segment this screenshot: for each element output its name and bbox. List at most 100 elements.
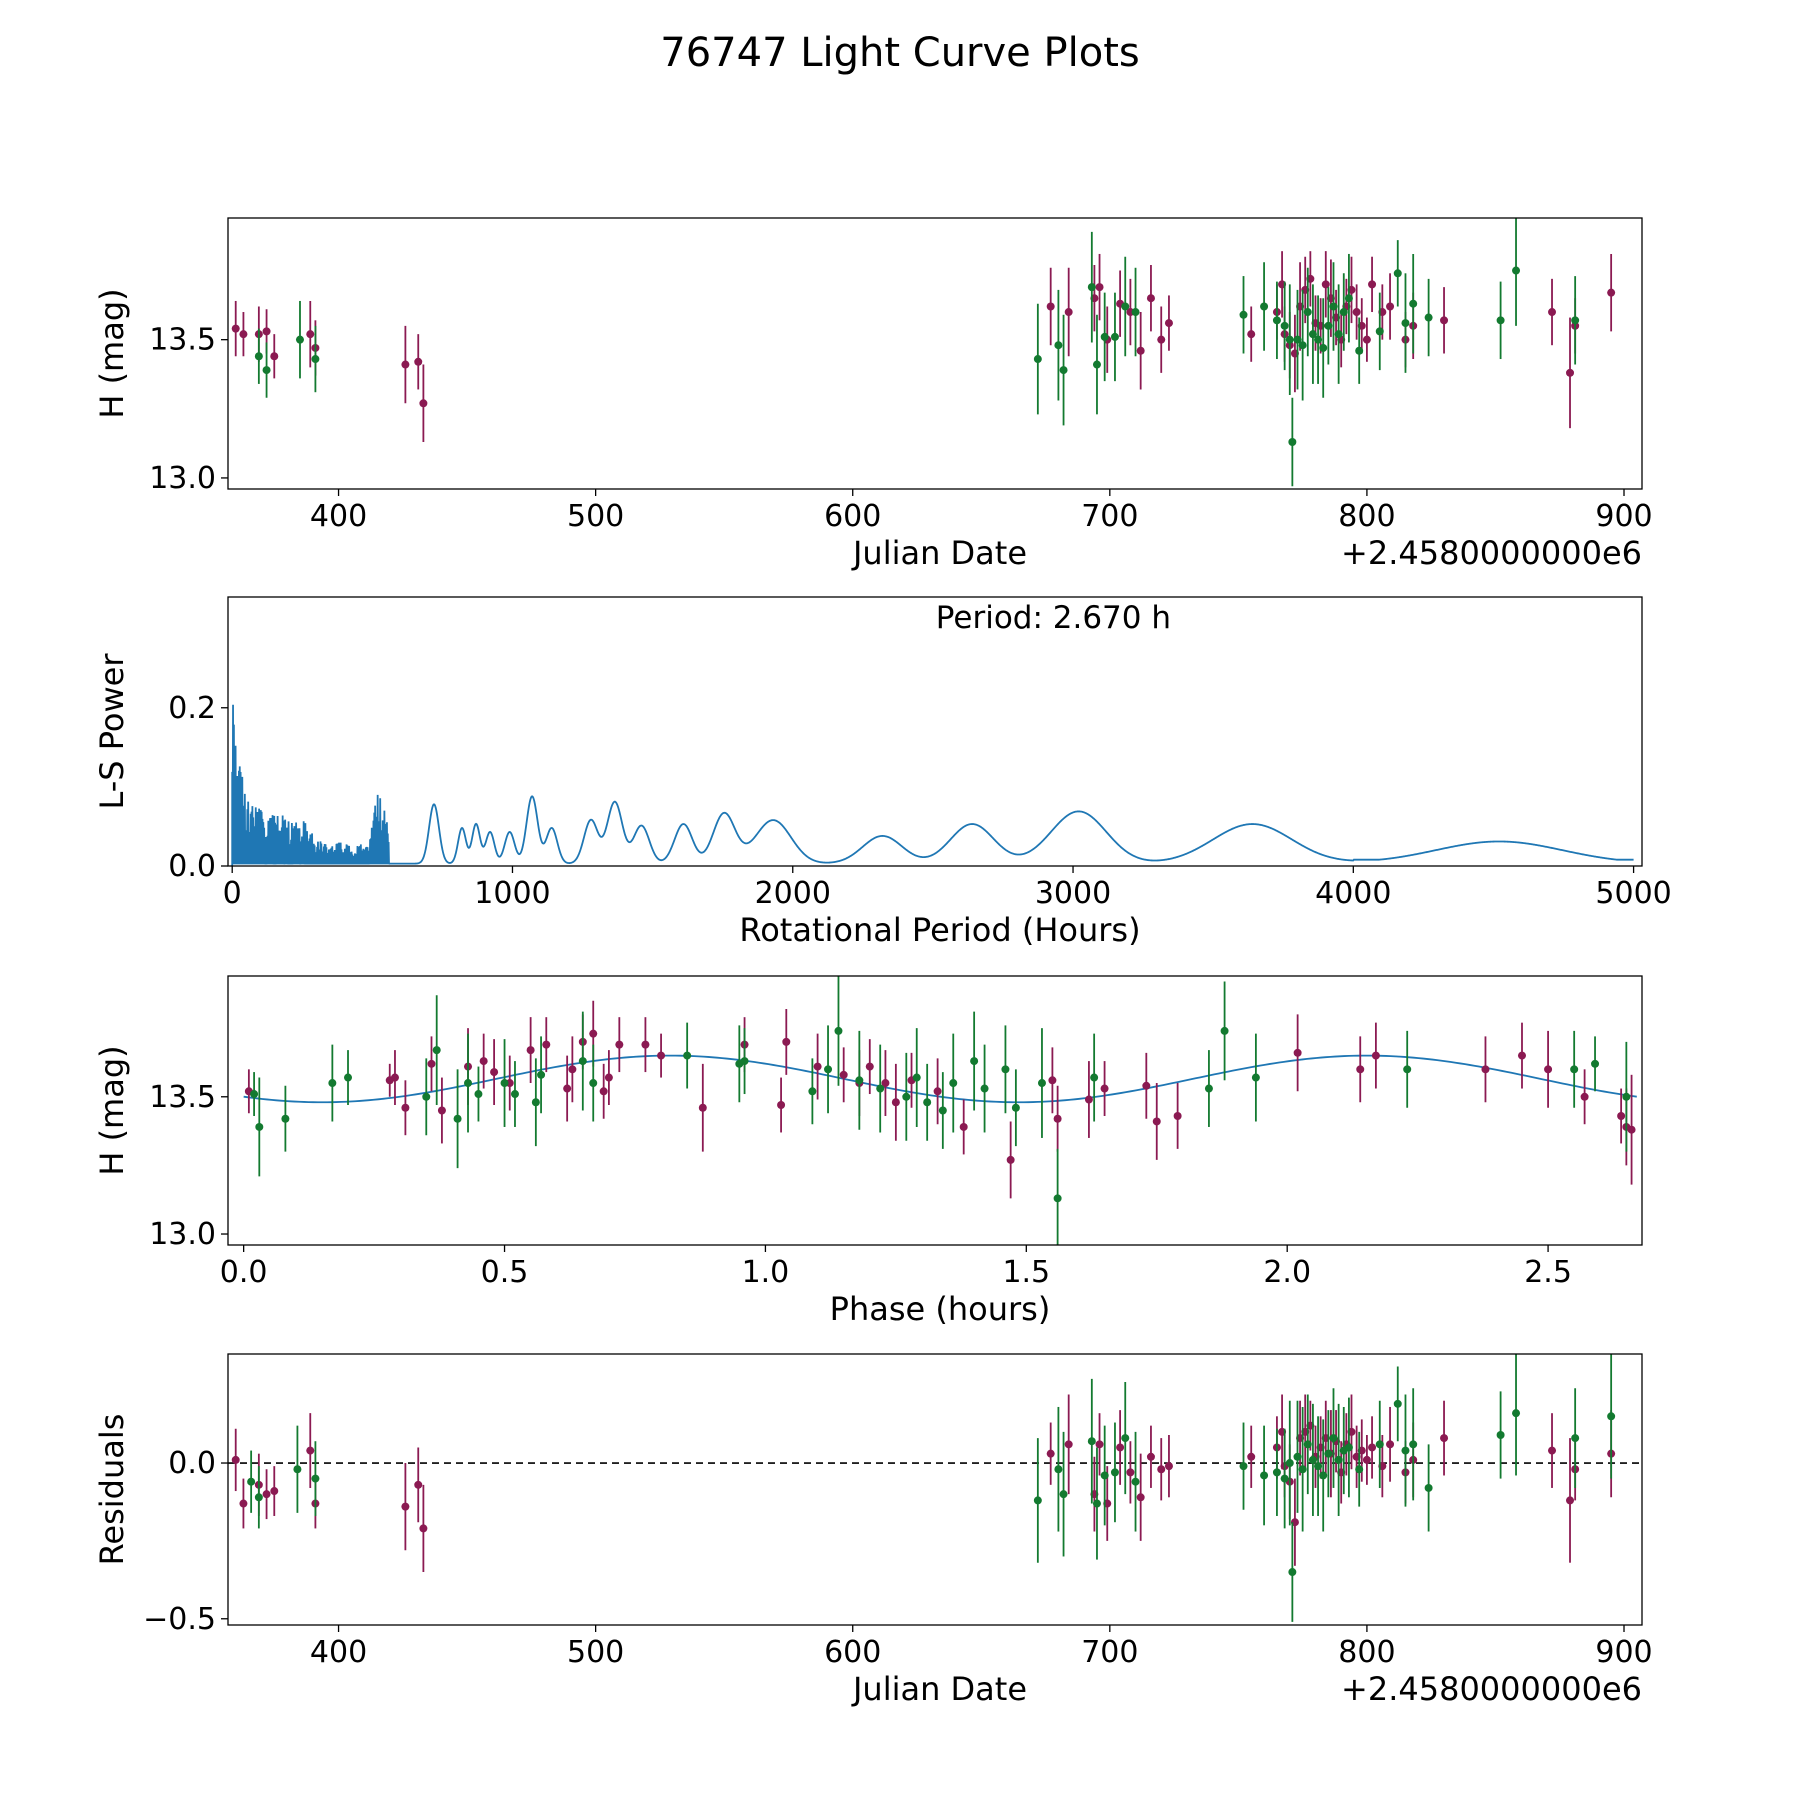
series-series_b — [254, 218, 1580, 487]
data-point — [1121, 302, 1130, 311]
data-point — [1054, 1465, 1063, 1474]
data-point — [1375, 327, 1384, 336]
data-point — [1303, 1440, 1312, 1449]
data-point — [1157, 335, 1166, 344]
data-point — [1362, 1455, 1371, 1464]
x-tick-label: 400 — [310, 499, 367, 534]
data-point — [1095, 1440, 1104, 1449]
data-point — [1334, 1455, 1343, 1464]
data-point — [1393, 1399, 1402, 1408]
data-point — [510, 1090, 519, 1099]
panel-lightcurve: 400 500 600 700 800 900 13.0 13.5 Julian Date H (… — [93, 217, 1653, 572]
data-point — [293, 1465, 302, 1474]
data-point — [1095, 283, 1104, 292]
data-point — [589, 1029, 598, 1038]
data-point — [422, 1092, 431, 1101]
data-point — [526, 1046, 535, 1055]
axes-frame — [227, 217, 1643, 490]
data-point — [1622, 1092, 1631, 1101]
x-tick-label: 2.0 — [1263, 1255, 1311, 1290]
data-point — [1220, 1026, 1229, 1035]
data-point — [1393, 269, 1402, 278]
data-point — [1401, 319, 1410, 328]
data-point — [1260, 302, 1269, 311]
data-point — [1239, 310, 1248, 319]
data-point — [1298, 341, 1307, 350]
data-point — [855, 1076, 864, 1085]
data-point — [414, 357, 423, 366]
data-point — [1131, 308, 1140, 317]
data-point — [306, 1446, 315, 1455]
x-tick-label: 3000 — [1035, 876, 1111, 911]
data-point — [247, 1477, 256, 1486]
periodogram-line — [231, 704, 1634, 866]
x-axis-label: Rotational Period (Hours) — [739, 911, 1140, 949]
data-point — [479, 1057, 488, 1066]
y-axis-label: L-S Power — [93, 653, 131, 810]
data-point — [1355, 346, 1364, 355]
x-tick-label: 800 — [1338, 499, 1395, 534]
data-point — [1053, 1114, 1062, 1123]
data-point — [1059, 1490, 1068, 1499]
data-point — [1424, 1483, 1433, 1492]
data-point — [1329, 1434, 1338, 1443]
data-point — [1409, 299, 1418, 308]
data-point — [414, 1480, 423, 1489]
data-point — [1090, 1073, 1099, 1082]
x-tick-label: 0 — [223, 876, 242, 911]
x-tick-label: 500 — [567, 1635, 624, 1670]
panels: 400 500 600 700 800 900 13.0 13.5 Julian Date H (… — [93, 217, 1672, 1708]
data-point — [1092, 1499, 1101, 1508]
x-tick-label: 0.5 — [481, 1255, 529, 1290]
data-point — [542, 1040, 551, 1049]
data-point — [1087, 1437, 1096, 1446]
data-point — [1403, 1065, 1412, 1074]
data-point — [568, 1065, 577, 1074]
data-point — [1401, 1446, 1410, 1455]
data-point — [615, 1040, 624, 1049]
data-point — [1064, 308, 1073, 317]
y-tick-label: 0.0 — [168, 849, 216, 884]
data-point — [1368, 280, 1377, 289]
data-point — [1092, 360, 1101, 369]
data-point — [1293, 1452, 1302, 1461]
data-point — [254, 1493, 263, 1502]
data-point — [1100, 332, 1109, 341]
data-point — [306, 330, 315, 339]
data-point — [1054, 341, 1063, 350]
x-offset-label: +2.4580000000e6 — [1341, 534, 1642, 572]
data-point — [1580, 1092, 1589, 1101]
data-point — [255, 1122, 264, 1131]
data-point — [432, 1046, 441, 1055]
data-point — [1344, 1443, 1353, 1452]
data-point — [427, 1059, 436, 1068]
data-point — [891, 1098, 900, 1107]
data-point — [401, 360, 410, 369]
series-series_a — [244, 1000, 1636, 1199]
x-tick-label: 600 — [824, 499, 881, 534]
y-tick-label: 13.5 — [149, 323, 216, 358]
data-point — [824, 1065, 833, 1074]
data-point — [1424, 313, 1433, 322]
data-point — [1173, 1111, 1182, 1120]
data-point — [1566, 368, 1575, 377]
panel-phased: 0.0 0.5 1.0 1.5 2.0 2.5 13.0 13.5 Phase (hours) H… — [93, 975, 1643, 1328]
data-point — [1314, 335, 1323, 344]
data-point — [401, 1502, 410, 1511]
x-axis-label: Julian Date — [851, 534, 1027, 572]
data-point — [1046, 302, 1055, 311]
data-point — [589, 1079, 598, 1088]
data-point — [1627, 1125, 1636, 1134]
data-point — [1164, 319, 1173, 328]
data-point — [1087, 283, 1096, 292]
data-point — [464, 1079, 473, 1088]
data-point — [1362, 335, 1371, 344]
series-series_a — [231, 1394, 1616, 1573]
data-point — [239, 1499, 248, 1508]
data-point — [698, 1103, 707, 1112]
data-point — [949, 1079, 958, 1088]
axes-frame — [227, 975, 1643, 1246]
data-point — [1100, 1084, 1109, 1093]
data-point — [1371, 1051, 1380, 1060]
series-series_a — [231, 251, 1616, 442]
